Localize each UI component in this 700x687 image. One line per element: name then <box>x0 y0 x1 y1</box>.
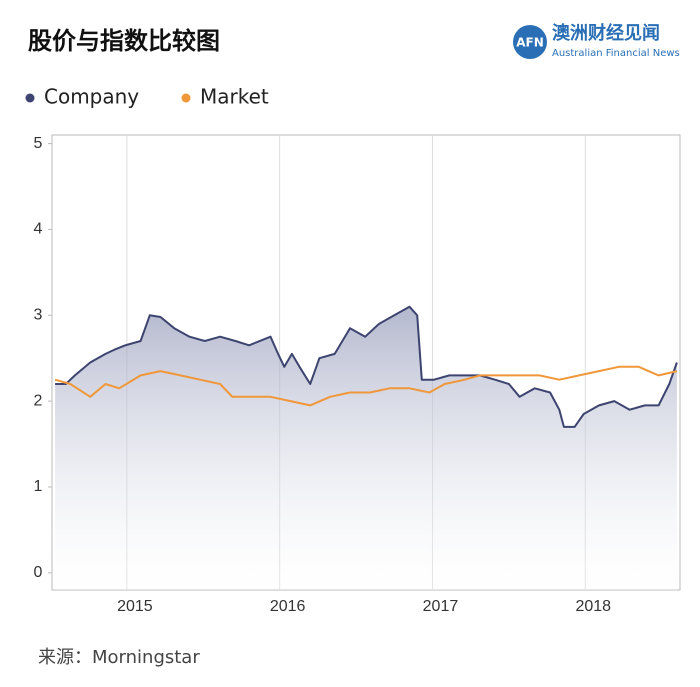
line <box>55 305 678 428</box>
logo-text: 澳洲财经见闻 <box>552 22 660 44</box>
y-tick-label: 0 <box>34 564 43 581</box>
legend-marker <box>25 93 35 103</box>
y-tick-label: 3 <box>34 307 43 324</box>
x-tick-label: 2015 <box>117 598 153 615</box>
logo-mark: AFN <box>516 36 544 50</box>
x-tick-label: 2016 <box>270 598 306 615</box>
area <box>55 306 677 590</box>
logo-subtitle: Australian Financial News <box>552 48 680 59</box>
y-tick-label: 5 <box>34 135 43 152</box>
y-tick-label: 1 <box>34 478 43 495</box>
y-tick-label: 2 <box>34 392 43 409</box>
legend-label: Company <box>44 85 139 109</box>
line <box>54 365 678 407</box>
y-tick-label: 4 <box>34 221 43 238</box>
source: 来源：Morningstar <box>38 647 200 668</box>
x-tick-label: 2017 <box>423 598 459 615</box>
legend-label: Market <box>200 85 269 109</box>
x-tick-label: 2018 <box>575 598 611 615</box>
logo-circle <box>513 25 547 59</box>
legend-marker <box>181 93 191 103</box>
chart-title: 股价与指数比较图 <box>28 27 220 55</box>
